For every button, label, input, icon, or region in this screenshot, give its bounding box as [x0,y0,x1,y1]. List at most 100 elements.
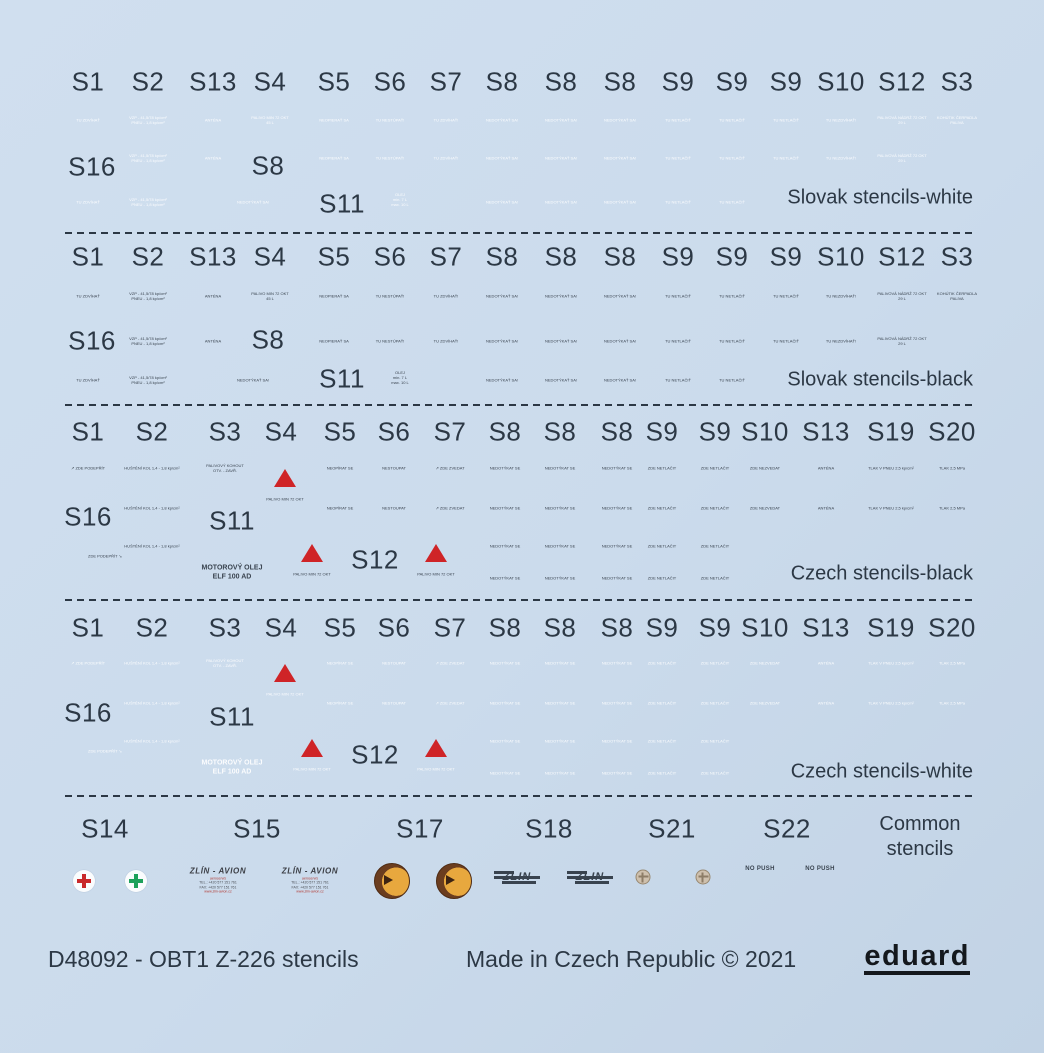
zlin-logo-text: ZLIN [574,871,606,883]
stencil-ref-label: S2 [131,66,165,97]
stencil-text: PALIVO MIN 72 OKT 45 L [251,290,289,301]
stencil-text: NEDOTÝKAT SE [601,738,633,744]
cb-v [81,874,87,888]
stencil-ref-label: S2 [131,241,165,272]
stencil-text: TLAK 2,5 MPa [938,700,966,706]
stencil-text: ZDE NETLAČIT [700,543,730,549]
zl-bar zl-b2 [494,876,540,879]
stencil-text: NEDOTÝKAŤ SA! [544,199,578,205]
stencil-text: ZDE NETLAČIT [647,505,677,511]
stencil-ref-label: S16 [64,697,112,728]
stencil-text: TU NETLAČIŤ [719,377,745,383]
stencil-ref-label: S21 [648,813,696,844]
stencil-text: MOTOROVÝ OLEJ ELF 100 AD [201,564,263,580]
stencil-ref-label: S5 [323,416,357,447]
stencil-text: TU NESTÚPAŤ! [375,338,405,344]
stencil-text: ↗ ZDE ZVEDAT [435,505,465,511]
stencil-text: TU ZDVÍHAŤ! [433,293,459,299]
stencil-ref-label: S22 [763,813,811,844]
stencil-text: PALIVO MIN 72 OKT 45 L [251,114,289,125]
stencil-text: NEOPÍRAT SE [326,660,354,666]
stencil-ref-label: S16 [64,501,112,532]
stencil-text: NEDOTÝKAT SE [544,770,576,776]
stencil-ref-label: S13 [802,612,850,643]
stencil-text: ↗ ZDE PODEPŘÍT [70,465,106,471]
stencil-text: TU NEZDVÍHAŤ! [825,155,857,161]
zlin-logo-text: ZLIN [501,871,533,883]
stencil-text: HUŠTĚNÍ KOL 1,4 - 1,8 kp/cm² [124,660,180,666]
stencil-text: NEDOTÝKAT SE [544,700,576,706]
stencil-text: NEDOTÝKAŤ SA! [544,117,578,123]
stencil-text: TU NETLAČIŤ [665,293,691,299]
stencil-text: PALIVO MIN 72 OKT [266,691,304,697]
stencil-ref-label: S12 [878,241,926,272]
stencil-text: NEOPÍRAT SE [326,505,354,511]
stencil-text: TU NETLAČIŤ [719,155,745,161]
stencil-text: TU ZDVÍHAŤ [76,199,100,205]
stencil-text: ↗ ZDE PODEPŘÍT [70,660,106,666]
stencil-ref-label: S8 [544,66,578,97]
stencil-text: TU NETLAČIŤ [719,293,745,299]
zlin-avion-line: TEL.: +420 577 151 761 [199,880,237,885]
stencil-text: NEDOTÝKAŤ SA! [603,155,637,161]
warning-triangle-icon [274,469,296,487]
stencil-text: NEDOTÝKAŤ SA! [544,155,578,161]
stencil-ref-label: S5 [323,612,357,643]
stencil-text: ZDE NETLAČIT [647,738,677,744]
zlin-avion-text-block: ZLÍN - AVION aeroservis TEL.: +420 577 151… [166,866,270,894]
stencil-text: OLEJ min. 7 L max. 10 L [391,192,409,208]
stencil-text: NEDOTÝKAT SE [489,700,521,706]
stencil-ref-label: S8 [603,241,637,272]
stencil-text: ZDE NETLAČIT [700,575,730,581]
stencil-text: TU NETLAČIŤ [773,293,799,299]
stencil-text: NEDOTÝKAT SE [489,575,521,581]
stencil-ref-label: S1 [71,66,105,97]
stencil-text: TU ZDVÍHAŤ! [433,117,459,123]
zlin-avion-line: FAX: +420 577 151 761 [199,885,237,889]
stencil-ref-label: S3 [208,612,242,643]
section-caption-czech-white: Czech stencils-white [790,760,973,783]
stencil-text: OLEJ min. 7 L max. 10 L [391,370,409,386]
stencil-ref-label: S7 [433,416,467,447]
section-separator [65,404,975,406]
zlin-avion-line: FAX: +420 577 151 761 [291,885,329,889]
stencil-ref-label: S5 [317,66,351,97]
stencil-text: NEDOTÝKAŤ SA! [485,199,519,205]
stencil-ref-label: S8 [543,612,577,643]
stencil-text: NEOPÍRAT SE [326,700,354,706]
stencil-ref-label: S19 [867,416,915,447]
stencil-text: NEDOTÝKAŤ SA! [603,117,637,123]
stencil-text: ANTÉNA [204,155,222,161]
stencil-ref-label: S9 [698,416,732,447]
stencil-text: NEDOTÝKAT SE [544,543,576,549]
stencil-text: NEDOTÝKAT SE [489,660,521,666]
stencil-text: PALIVOVÁ NÁDRŽ 72 OKT 29 L [877,335,927,346]
stencil-text: NEDOTÝKAT SE [544,738,576,744]
stencil-text: ZDE NETLAČIT [647,575,677,581]
stencil-text: ↗ ZDE ZVEDAT [435,700,465,706]
product-code-title: D48092 - OBT1 Z-226 stencils [48,946,359,972]
stencil-text: TU ZDVÍHAŤ [76,293,100,299]
stencil-ref-label: S19 [867,612,915,643]
stencil-ref-label: S12 [351,739,399,770]
stencil-text: HUŠTĚNÍ KOL 1,4 - 1,8 kp/cm² [124,465,180,471]
section-caption-slovak-white: Slovak stencils-white [787,186,973,209]
stencil-text: ZDE NETLAČIT [647,770,677,776]
stencil-ref-label: S8 [544,241,578,272]
stencil-ref-label: S13 [802,416,850,447]
stencil-text: TU NEZDVÍHAŤ! [825,338,857,344]
stencil-text: NEDOTÝKAT SE [601,770,633,776]
stencil-ref-label: S13 [189,241,237,272]
stencil-text: ZDE NETLAČIT [700,465,730,471]
stencil-ref-label: S9 [769,241,803,272]
stencil-text: NESTOUPAT [382,660,406,666]
stencil-text: NEDOTÝKAT SE [544,660,576,666]
roundel-bird [446,875,455,885]
stencil-text: ZDE NEZVEDAT [749,700,781,706]
stencil-text: NEDOTÝKAT SE [601,465,633,471]
stencil-ref-label: S9 [661,241,695,272]
stencil-text: TU ZDVÍHAŤ! [433,338,459,344]
no-push-stencil: NO PUSH [805,866,835,872]
stencil-text: KOHÚTIK ČERPADLA PALIVA [936,114,978,125]
stencil-text: NEDOTÝKAŤ SA! [544,338,578,344]
